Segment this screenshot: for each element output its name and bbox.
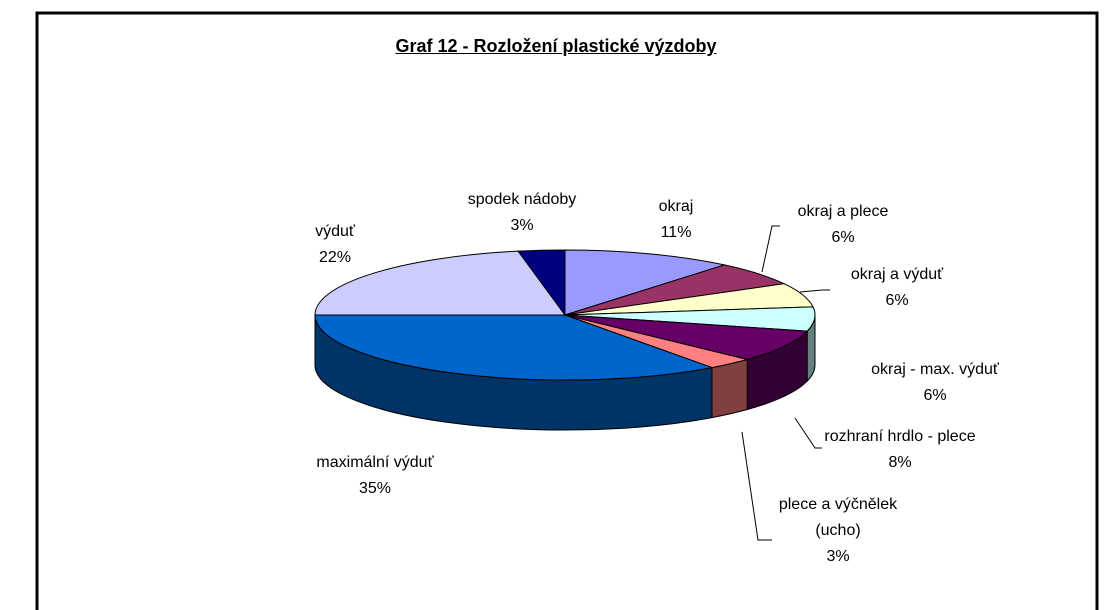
slice <box>314 250 566 316</box>
slice-label: plece a výčnělek (ucho) 3% <box>763 492 913 570</box>
slice-label: rozhraní hrdlo - plece 8% <box>800 424 1000 476</box>
slice-label: okraj a výduť 6% <box>797 262 997 314</box>
leader-lines <box>741 225 830 541</box>
category-label: plece a výčnělek (ucho) <box>778 496 898 539</box>
category-label: spodek nádoby <box>467 191 577 208</box>
value-label: 35% <box>358 480 392 497</box>
slice-side <box>711 358 748 419</box>
value-label: 3% <box>826 548 850 565</box>
slice-label: okraj - max. výduť 6% <box>835 357 1035 409</box>
value-label: 22% <box>318 249 352 266</box>
slice-label: okraj a plece 6% <box>743 199 943 251</box>
category-label: výduť <box>315 223 355 240</box>
slice-label: výduť 22% <box>235 219 435 271</box>
value-label: 8% <box>888 454 912 471</box>
category-label: okraj a výduť <box>850 266 944 283</box>
leader-line <box>761 225 780 273</box>
chart-title: Graf 12 - Rozložení plastické výzdoby <box>395 36 717 56</box>
value-label: 6% <box>831 229 855 246</box>
slice <box>564 249 727 316</box>
value-label: 6% <box>885 292 909 309</box>
value-label: 6% <box>923 387 947 404</box>
slice <box>564 314 809 361</box>
category-label: okraj <box>658 198 694 215</box>
value-label: 11% <box>660 224 692 241</box>
pie <box>314 249 816 431</box>
category-label: maximální výduť <box>316 454 434 471</box>
category-label: okraj - max. výduť <box>871 361 999 378</box>
slice-label: okraj 11% <box>576 194 776 246</box>
value-label: 3% <box>510 217 534 234</box>
leader-line <box>741 431 772 541</box>
slice-label: maximální výduť 35% <box>275 450 475 502</box>
leader-line <box>794 417 822 449</box>
slice-label: spodek nádoby 3% <box>422 187 622 239</box>
category-label: rozhraní hrdlo - plece <box>824 428 976 445</box>
category-label: okraj a plece <box>797 203 889 220</box>
slice <box>314 314 714 381</box>
slice <box>517 249 566 317</box>
leader-line <box>799 289 830 293</box>
